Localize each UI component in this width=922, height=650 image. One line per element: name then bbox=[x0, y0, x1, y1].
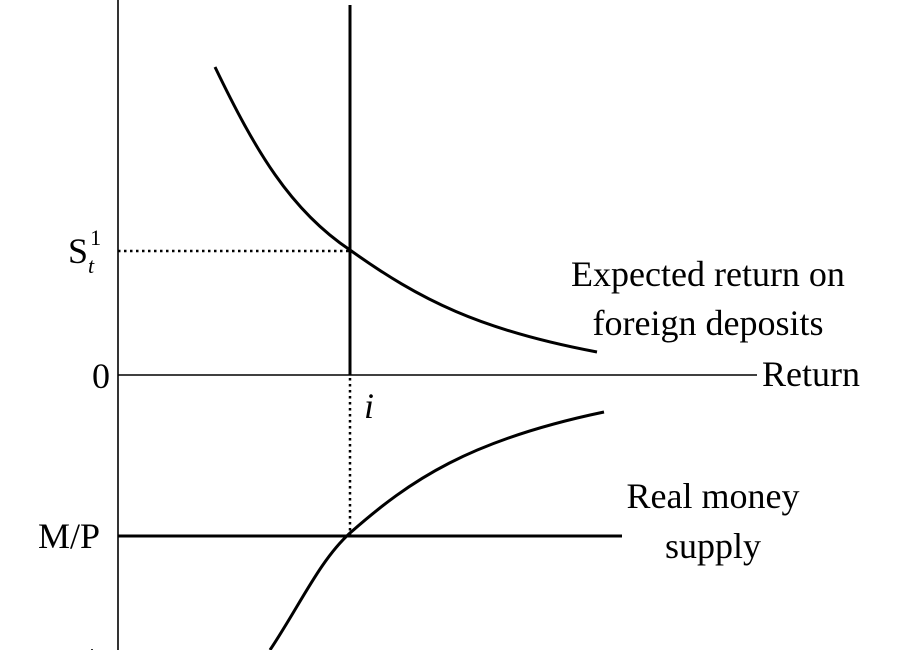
spot-rate-base: S bbox=[68, 231, 88, 271]
interest-rate-label: i bbox=[364, 386, 374, 426]
real-money-supply-label-line2: supply bbox=[665, 526, 761, 566]
money-demand-curve bbox=[268, 410, 605, 650]
spot-rate-subscript: t bbox=[88, 253, 95, 278]
spot-rate-superscript: 1 bbox=[90, 225, 101, 250]
origin-label: 0 bbox=[92, 356, 110, 396]
return-axis-label: Return bbox=[762, 354, 860, 394]
real-money-supply-label-line1: Real money bbox=[627, 476, 800, 516]
real-money-supply-value-label: M/P bbox=[38, 516, 100, 556]
expected-return-label-line2: foreign deposits bbox=[593, 303, 824, 343]
spot-rate-label: St 1 bbox=[68, 225, 101, 278]
expected-return-label-line1: Expected return on bbox=[571, 254, 845, 294]
expected-return-curve bbox=[213, 66, 598, 354]
